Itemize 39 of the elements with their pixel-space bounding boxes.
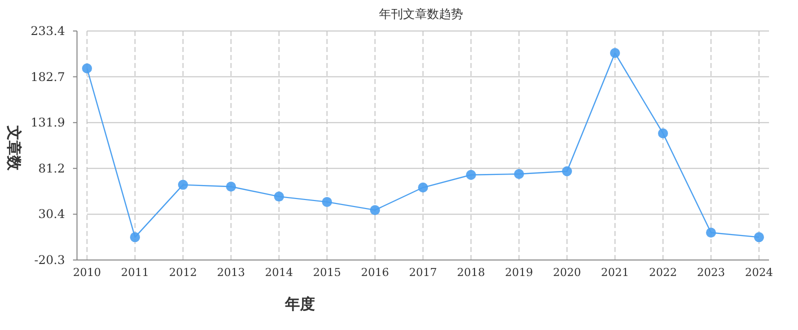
- x-tick-label: 2017: [409, 266, 437, 279]
- x-tick-label: 2018: [457, 266, 485, 279]
- y-tick-label: 182.7: [30, 70, 65, 84]
- x-tick-label: 2016: [361, 266, 389, 279]
- point: [130, 232, 140, 242]
- point: [274, 192, 284, 202]
- x-tick-label: 2010: [73, 266, 101, 279]
- point: [418, 182, 428, 193]
- x-tick-label: 2023: [697, 266, 725, 279]
- x-tick-label: 2011: [121, 266, 149, 279]
- y-axis-title: 文章数: [5, 124, 23, 172]
- y-tick-label: 131.9: [30, 116, 65, 130]
- point: [514, 168, 524, 179]
- point: [226, 182, 236, 192]
- x-tick-label: 2019: [505, 266, 533, 279]
- x-tick-label: 2013: [217, 266, 245, 279]
- x-tick-label: 2022: [649, 266, 677, 279]
- x-tick-label: 2015: [313, 266, 341, 279]
- y-tick-label: 81.2: [38, 161, 65, 176]
- x-tick-label: 2024: [745, 266, 773, 279]
- point: [178, 180, 188, 190]
- point: [754, 232, 764, 242]
- point: [658, 128, 668, 138]
- x-tick-label: 2012: [169, 266, 197, 279]
- point: [370, 205, 380, 216]
- point: [562, 166, 572, 176]
- x-tick-label: 2014: [265, 266, 293, 279]
- chart-title: 年刊文章数趋势: [379, 7, 463, 21]
- point: [706, 228, 716, 238]
- point: [466, 170, 476, 180]
- point: [322, 196, 332, 207]
- x-axis-title: 年度: [284, 295, 315, 313]
- y-tick-label: -20.3: [34, 253, 65, 267]
- point: [610, 48, 620, 58]
- y-tick-label: 233.4: [30, 24, 66, 38]
- x-tick-label: 2020: [553, 266, 581, 279]
- point: [82, 63, 92, 74]
- y-tick-label: 30.4: [38, 207, 66, 222]
- x-tick-label: 2021: [601, 266, 629, 279]
